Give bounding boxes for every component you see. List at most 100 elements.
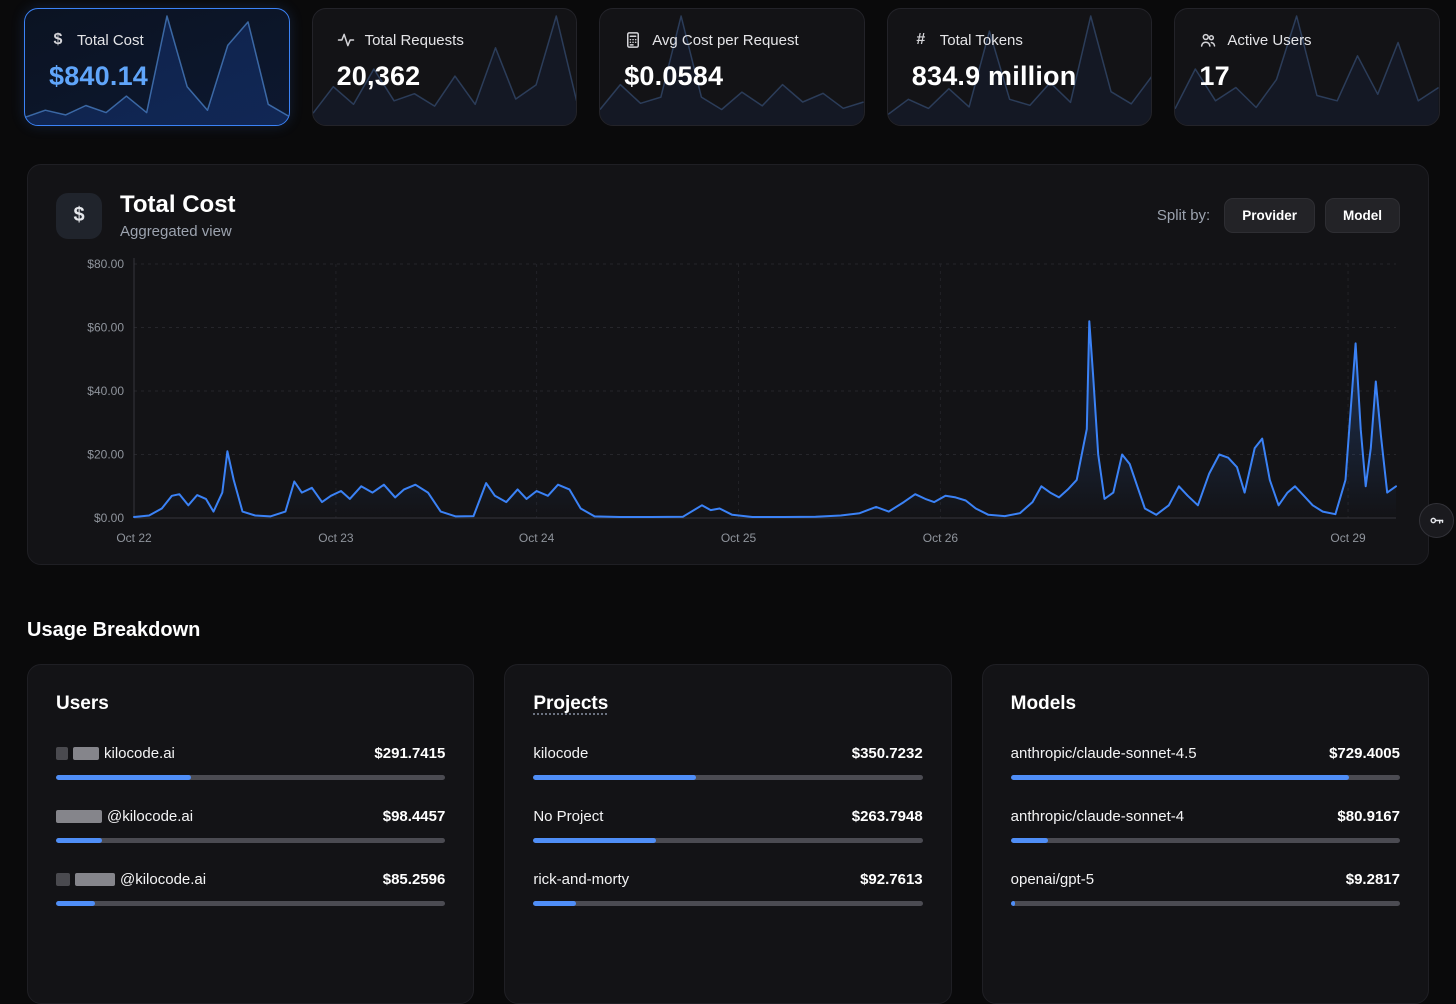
progress-fill (533, 901, 577, 906)
row-value: $98.4457 (382, 808, 446, 825)
svg-text:Oct 29: Oct 29 (1330, 531, 1366, 545)
row-value: $80.9167 (1337, 808, 1400, 825)
svg-text:Oct 23: Oct 23 (318, 531, 354, 545)
card-title-models: Models (1010, 693, 1077, 714)
row-value: $92.7613 (860, 871, 923, 888)
row-label: anthropic/claude-sonnet-4.5 (1010, 745, 1197, 762)
breakdown-card-models: Models anthropic/claude-sonnet-4.5 $729.… (981, 664, 1429, 1004)
redacted-text (56, 747, 68, 760)
stat-card-total-cost[interactable]: $ Total Cost $840.14 (24, 8, 290, 126)
progress-track (1010, 775, 1400, 780)
breakdown-row-item: anthropic/claude-sonnet-4 $80.9167 (1010, 808, 1400, 843)
row-value: $350.7232 (851, 745, 923, 762)
svg-text:$20.00: $20.00 (87, 448, 124, 462)
stat-value: $840.14 (49, 61, 148, 91)
redacted-text (73, 747, 99, 760)
stat-card-total-tokens[interactable]: # Total Tokens 834.9 million (886, 8, 1153, 126)
stat-label: Active Users (1227, 31, 1312, 49)
total-cost-chart: $0.00 $20.00 $40.00 $60.00 $80.00 Oct 22 Oct 2… (87, 257, 1397, 545)
progress-fill (56, 901, 96, 906)
sparkline (25, 15, 289, 125)
progress-fill (1010, 838, 1049, 843)
dollar-icon: $ (53, 31, 63, 48)
redacted-text (56, 810, 102, 823)
total-cost-panel: $ Total Cost Aggregated view Split by: P… (27, 164, 1429, 565)
progress-track (1010, 901, 1400, 906)
card-title-projects: Projects (533, 693, 609, 714)
progress-fill (533, 838, 656, 843)
progress-track (56, 775, 446, 780)
stat-label: Total Cost (77, 31, 144, 49)
stats-row: $ Total Cost $840.14 Total Requests 20,3… (0, 0, 1456, 126)
svg-text:$40.00: $40.00 (87, 384, 124, 398)
stat-label: Avg Cost per Request (652, 31, 799, 49)
stat-card-active-users[interactable]: Active Users 17 (1174, 8, 1440, 126)
stat-label: Total Requests (364, 31, 464, 49)
split-model-button[interactable]: Model (1325, 198, 1400, 233)
sparkline (600, 15, 864, 125)
stat-card-total-requests[interactable]: Total Requests 20,362 (311, 8, 578, 126)
progress-track (533, 775, 923, 780)
redacted-text (56, 873, 70, 886)
chart-header: $ Total Cost Aggregated view Split by: P… (56, 191, 1400, 240)
breakdown-row-item: anthropic/claude-sonnet-4.5 $729.4005 (1010, 745, 1400, 780)
row-value: $263.7948 (851, 808, 923, 825)
users-icon (1199, 31, 1217, 49)
row-label: kilocode.ai (104, 745, 175, 762)
api-key-button[interactable] (1419, 503, 1454, 538)
breakdown-row-item: @kilocode.ai $85.2596 (56, 871, 446, 906)
row-label: rick-and-morty (533, 871, 630, 888)
key-icon (1428, 512, 1445, 529)
svg-text:Oct 22: Oct 22 (116, 531, 152, 545)
activity-icon (337, 31, 355, 49)
split-provider-button[interactable]: Provider (1224, 198, 1315, 233)
stat-value: 834.9 million (911, 61, 1077, 91)
progress-fill (56, 775, 192, 780)
stat-value: $0.0584 (624, 61, 724, 91)
progress-fill (56, 838, 102, 843)
split-by-label: Split by: (1156, 207, 1211, 224)
row-label: @kilocode.ai (120, 871, 207, 888)
breakdown-row-item: kilocode $350.7232 (533, 745, 923, 780)
svg-text:$80.00: $80.00 (87, 257, 124, 271)
split-controls: Split by: Provider Model (1157, 198, 1400, 233)
row-label: kilocode (533, 745, 589, 762)
svg-text:Oct 25: Oct 25 (721, 531, 757, 545)
stat-value: 17 (1199, 61, 1230, 91)
row-value: $9.2817 (1345, 871, 1400, 888)
row-value: $85.2596 (382, 871, 446, 888)
redacted-text (75, 873, 115, 886)
svg-text:$60.00: $60.00 (87, 321, 124, 335)
progress-track (56, 901, 446, 906)
breakdown-row-item: kilocode.ai $291.7415 (56, 745, 446, 780)
progress-fill (533, 775, 696, 780)
breakdown-row-item: No Project $263.7948 (533, 808, 923, 843)
hash-icon: # (916, 31, 926, 48)
dollar-icon: $ (56, 192, 102, 239)
usage-breakdown-title: Usage Breakdown (27, 619, 201, 641)
breakdown-card-users: Users kilocode.ai $291.7415 @kilocode.ai… (27, 664, 475, 1004)
stat-value: 20,362 (336, 61, 421, 91)
sparkline (1175, 15, 1439, 125)
progress-track (533, 838, 923, 843)
panel-title: Total Cost (120, 191, 236, 218)
svg-text:Oct 26: Oct 26 (923, 531, 959, 545)
usage-breakdown-row: Users kilocode.ai $291.7415 @kilocode.ai… (27, 664, 1429, 1004)
stat-card-avg-cost-per-request[interactable]: Avg Cost per Request $0.0584 (599, 8, 865, 126)
sparkline (887, 15, 1152, 125)
row-value: $729.4005 (1329, 745, 1400, 762)
breakdown-card-projects: Projects kilocode $350.7232 No Project $… (504, 664, 952, 1004)
breakdown-row-item: openai/gpt-5 $9.2817 (1010, 871, 1400, 906)
svg-text:$0.00: $0.00 (94, 511, 124, 525)
breakdown-row-item: @kilocode.ai $98.4457 (56, 808, 446, 843)
card-title-users: Users (56, 693, 109, 714)
progress-fill (1010, 901, 1015, 906)
progress-track (1010, 838, 1400, 843)
sparkline (312, 15, 577, 125)
breakdown-row-item: rick-and-morty $92.7613 (533, 871, 923, 906)
row-label: No Project (533, 808, 604, 825)
progress-track (533, 901, 923, 906)
progress-track (56, 838, 446, 843)
row-label: openai/gpt-5 (1010, 871, 1095, 888)
